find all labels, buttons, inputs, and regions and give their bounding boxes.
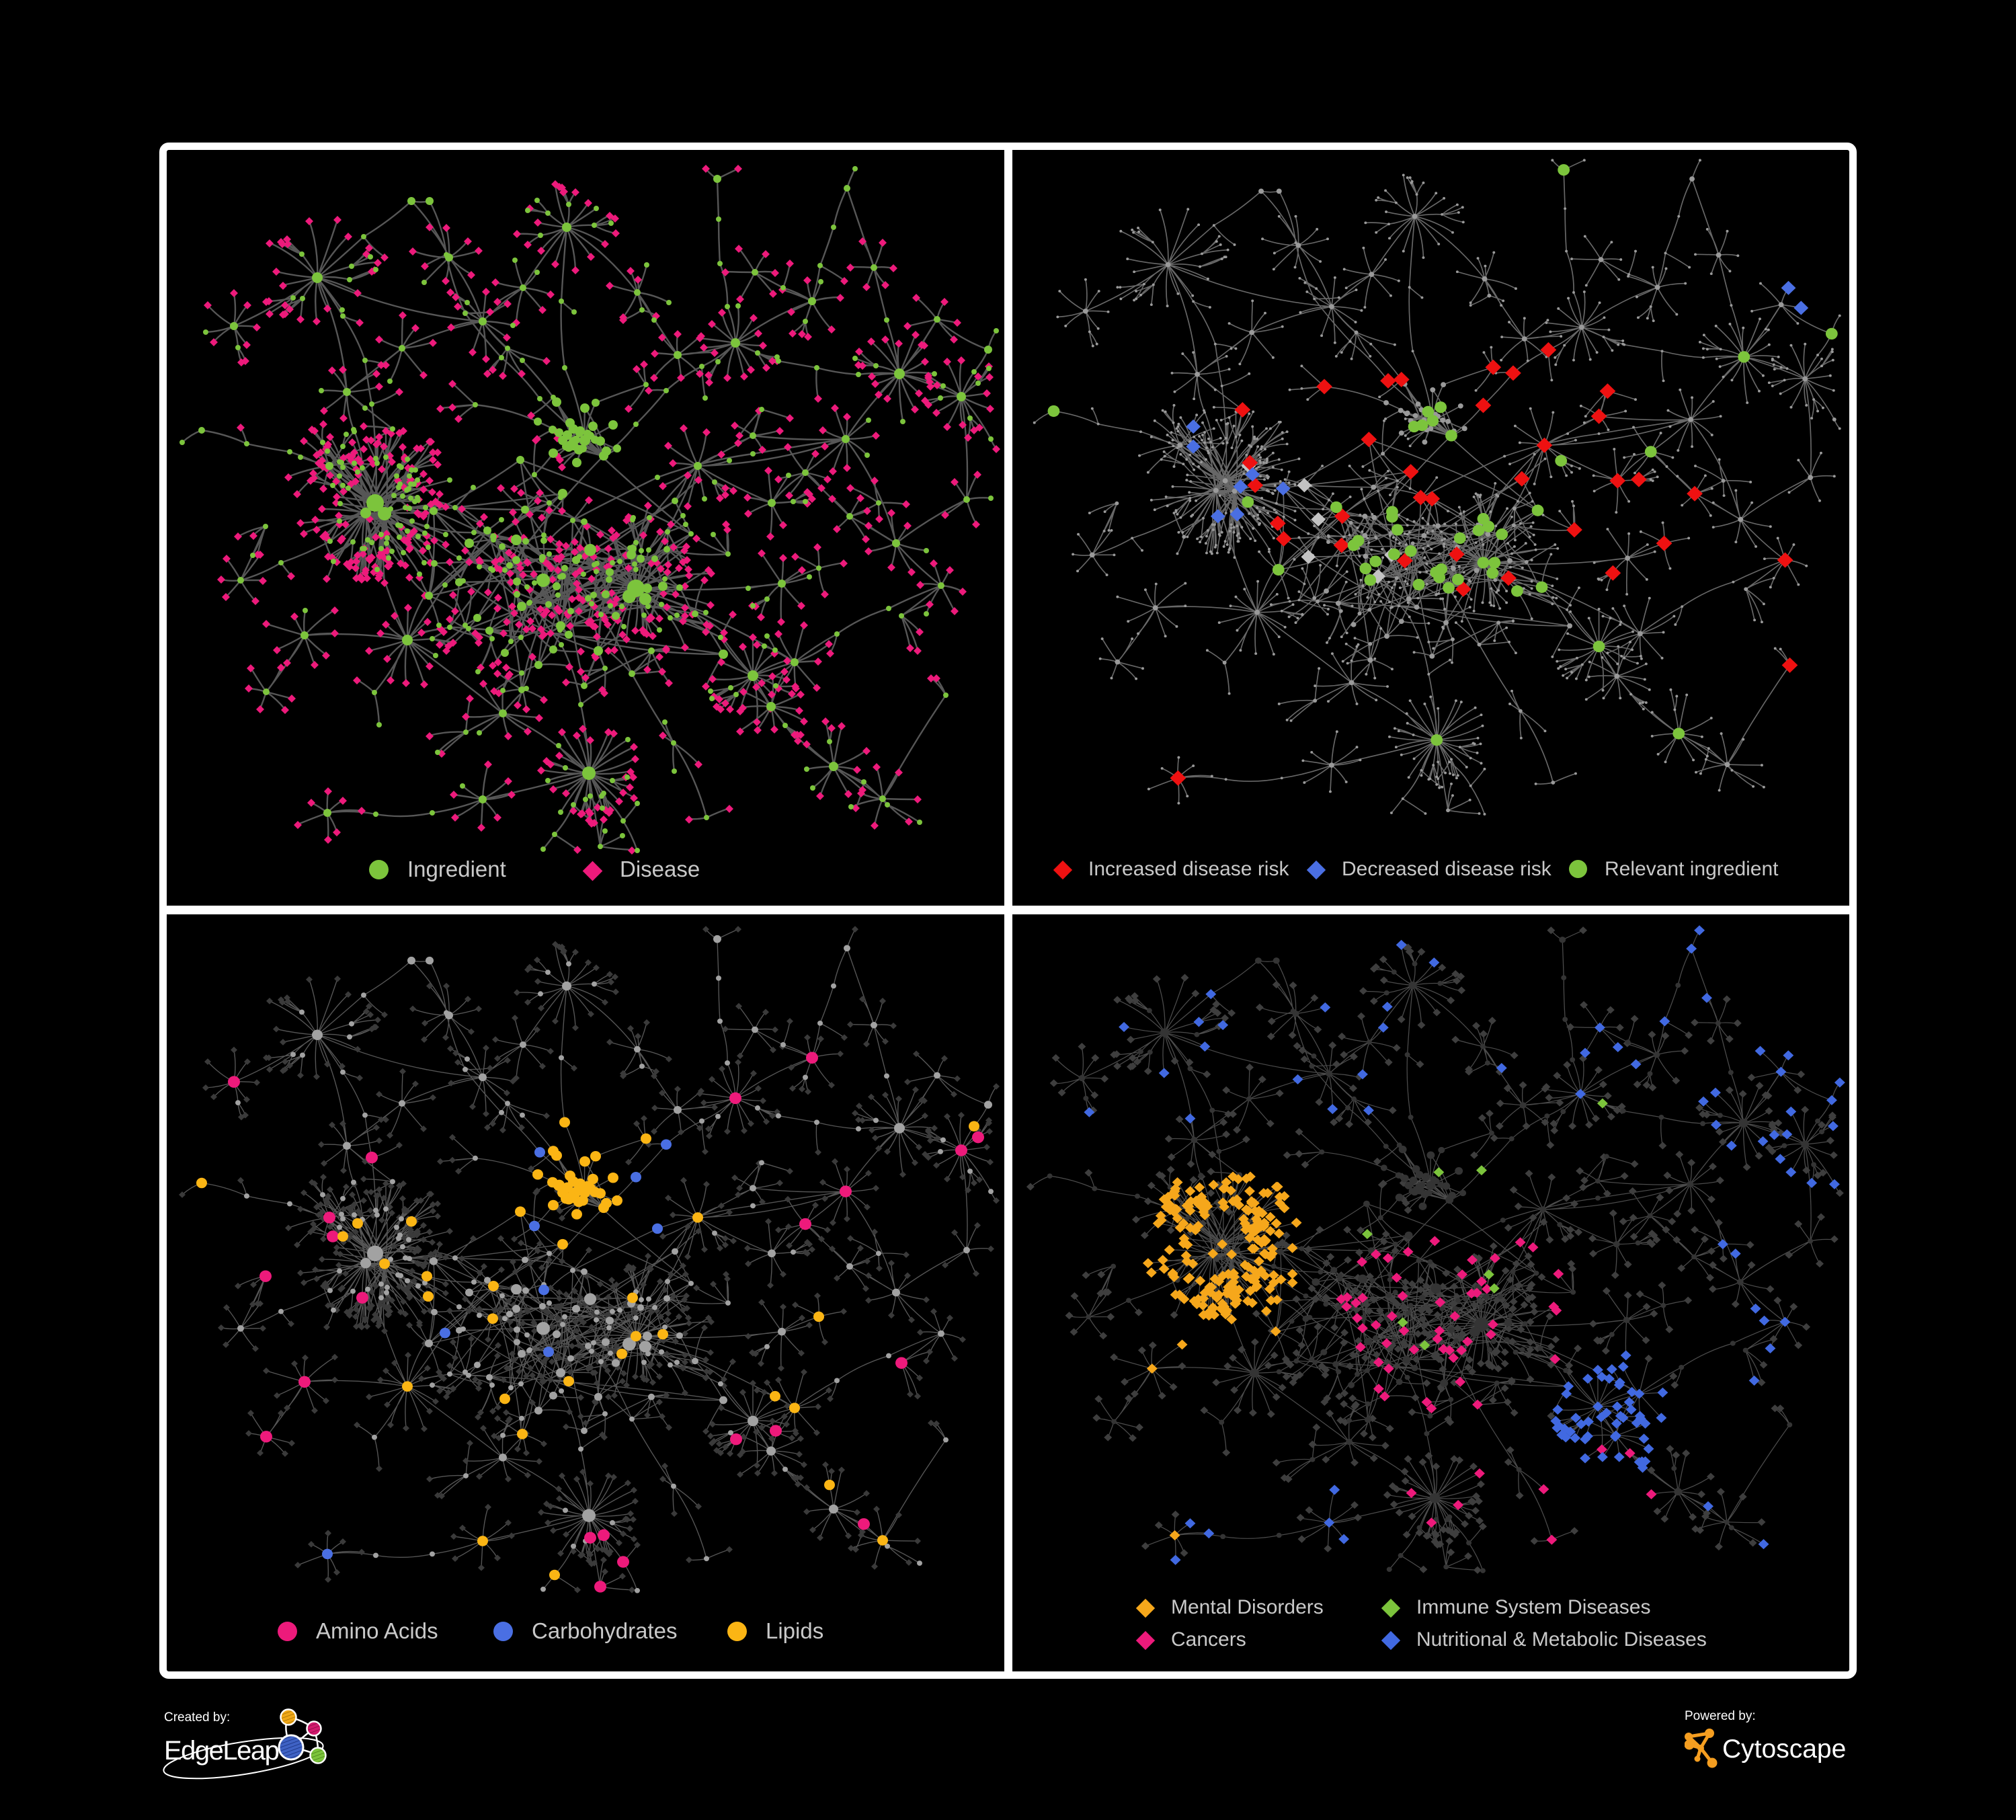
svg-text:Cytoscape: Cytoscape xyxy=(1722,1735,1846,1764)
svg-text:EdgeLeap: EdgeLeap xyxy=(164,1736,279,1766)
